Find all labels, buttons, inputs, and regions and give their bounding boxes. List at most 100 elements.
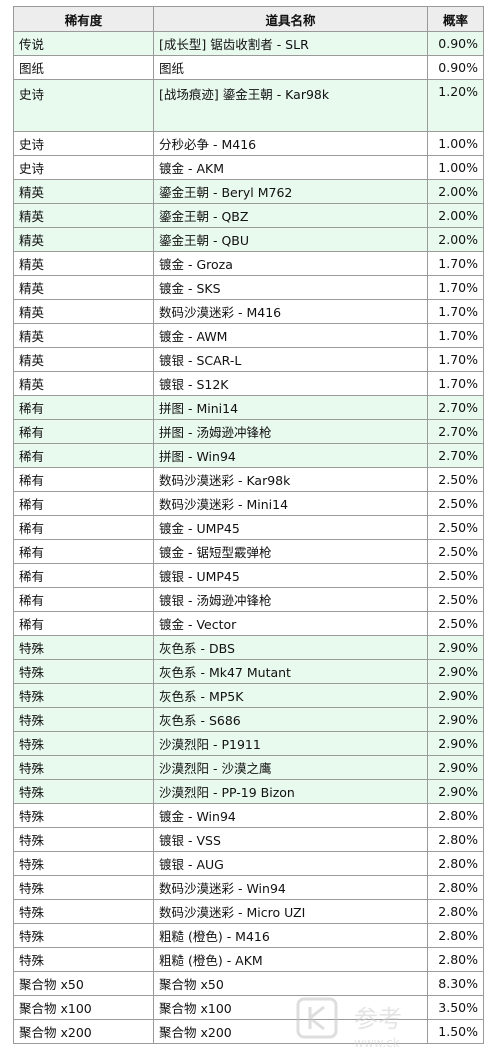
cell-rarity: 特殊 <box>13 923 154 948</box>
table-row: 稀有 镀银 - 汤姆逊冲锋枪 2.50% <box>13 587 484 612</box>
cell-rate: 1.00% <box>427 131 484 156</box>
cell-rate: 2.00% <box>427 179 484 204</box>
cell-rarity: 特殊 <box>13 827 154 852</box>
cell-rarity: 史诗 <box>13 79 154 132</box>
table-row: 稀有 镀金 - Vector 2.50% <box>13 611 484 636</box>
cell-rarity: 精英 <box>13 275 154 300</box>
cell-rate: 0.90% <box>427 55 484 80</box>
cell-rate: 2.50% <box>427 587 484 612</box>
cell-rate: 2.50% <box>427 515 484 540</box>
cell-item-name: 鎏金王朝 - QBU <box>153 227 428 252</box>
cell-item-name: 镀银 - UMP45 <box>153 563 428 588</box>
header-row: 稀有度 道具名称 概率 <box>13 6 484 32</box>
cell-rarity: 特殊 <box>13 707 154 732</box>
table-row: 特殊 灰色系 - S686 2.90% <box>13 707 484 732</box>
table-row: 稀有 拼图 - 汤姆逊冲锋枪 2.70% <box>13 419 484 444</box>
table-row: 特殊 沙漠烈阳 - PP-19 Bizon 2.90% <box>13 779 484 804</box>
cell-rate: 1.70% <box>427 323 484 348</box>
cell-rarity: 特殊 <box>13 683 154 708</box>
cell-item-name: 聚合物 x50 <box>153 971 428 996</box>
cell-item-name: 镀金 - Vector <box>153 611 428 636</box>
cell-rate: 2.50% <box>427 563 484 588</box>
cell-item-name: 镀金 - Groza <box>153 251 428 276</box>
table-row: 精英 镀金 - SKS 1.70% <box>13 275 484 300</box>
cell-rarity: 图纸 <box>13 55 154 80</box>
rates-table-container: 稀有度 道具名称 概率 传说 [成长型] 锯齿收割者 - SLR 0.90% 图纸 图纸… <box>13 6 484 1044</box>
cell-rarity: 特殊 <box>13 875 154 900</box>
cell-rate: 2.80% <box>427 803 484 828</box>
cell-item-name: 聚合物 x100 <box>153 995 428 1020</box>
table-row: 史诗 镀金 - AKM 1.00% <box>13 155 484 180</box>
table-row: 聚合物 x200 聚合物 x200 1.50% <box>13 1019 484 1044</box>
cell-rarity: 精英 <box>13 299 154 324</box>
table-row: 精英 鎏金王朝 - Beryl M762 2.00% <box>13 179 484 204</box>
table-row: 稀有 数码沙漠迷彩 - Mini14 2.50% <box>13 491 484 516</box>
cell-item-name: 镀金 - AKM <box>153 155 428 180</box>
cell-item-name: 镀银 - S12K <box>153 371 428 396</box>
cell-rarity: 聚合物 x200 <box>13 1019 154 1044</box>
cell-item-name: 聚合物 x200 <box>153 1019 428 1044</box>
cell-rate: 2.70% <box>427 419 484 444</box>
cell-rarity: 稀有 <box>13 467 154 492</box>
table-row: 史诗 [战场痕迹] 鎏金王朝 - Kar98k 1.20% <box>13 79 484 132</box>
cell-rarity: 精英 <box>13 203 154 228</box>
cell-item-name: 鎏金王朝 - Beryl M762 <box>153 179 428 204</box>
cell-rate: 1.70% <box>427 371 484 396</box>
cell-rarity: 稀有 <box>13 395 154 420</box>
cell-item-name: 镀金 - AWM <box>153 323 428 348</box>
cell-rate: 8.30% <box>427 971 484 996</box>
cell-item-name: 拼图 - 汤姆逊冲锋枪 <box>153 419 428 444</box>
cell-rarity: 特殊 <box>13 779 154 804</box>
cell-item-name: 数码沙漠迷彩 - Micro UZI <box>153 899 428 924</box>
cell-item-name: 灰色系 - Mk47 Mutant <box>153 659 428 684</box>
cell-rate: 1.70% <box>427 347 484 372</box>
cell-rarity: 精英 <box>13 323 154 348</box>
cell-rarity: 稀有 <box>13 491 154 516</box>
table-row: 精英 镀金 - AWM 1.70% <box>13 323 484 348</box>
cell-rate: 2.80% <box>427 851 484 876</box>
cell-rate: 1.50% <box>427 1019 484 1044</box>
cell-rate: 0.90% <box>427 31 484 56</box>
cell-item-name: 镀金 - Win94 <box>153 803 428 828</box>
cell-item-name: 沙漠烈阳 - P1911 <box>153 731 428 756</box>
cell-rate: 2.90% <box>427 731 484 756</box>
header-rate: 概率 <box>427 6 484 32</box>
table-row: 传说 [成长型] 锯齿收割者 - SLR 0.90% <box>13 31 484 56</box>
cell-rarity: 聚合物 x50 <box>13 971 154 996</box>
cell-rarity: 稀有 <box>13 539 154 564</box>
cell-item-name: 数码沙漠迷彩 - Win94 <box>153 875 428 900</box>
cell-rarity: 稀有 <box>13 419 154 444</box>
cell-rate: 2.80% <box>427 923 484 948</box>
cell-rate: 1.70% <box>427 275 484 300</box>
cell-rate: 1.70% <box>427 251 484 276</box>
cell-item-name: 沙漠烈阳 - 沙漠之鹰 <box>153 755 428 780</box>
table-row: 精英 镀银 - S12K 1.70% <box>13 371 484 396</box>
cell-item-name: [成长型] 锯齿收割者 - SLR <box>153 31 428 56</box>
cell-rate: 1.20% <box>427 79 484 132</box>
table-row: 稀有 镀金 - 锯短型霰弹枪 2.50% <box>13 539 484 564</box>
table-row: 特殊 灰色系 - MP5K 2.90% <box>13 683 484 708</box>
cell-rarity: 精英 <box>13 371 154 396</box>
cell-item-name: 数码沙漠迷彩 - Mini14 <box>153 491 428 516</box>
table-row: 特殊 粗糙 (橙色) - AKM 2.80% <box>13 947 484 972</box>
cell-item-name: 镀金 - UMP45 <box>153 515 428 540</box>
cell-rarity: 特殊 <box>13 731 154 756</box>
cell-rarity: 稀有 <box>13 611 154 636</box>
table-row: 精英 数码沙漠迷彩 - M416 1.70% <box>13 299 484 324</box>
cell-rarity: 特殊 <box>13 659 154 684</box>
cell-rate: 2.50% <box>427 539 484 564</box>
table-row: 精英 镀金 - Groza 1.70% <box>13 251 484 276</box>
table-row: 稀有 镀银 - UMP45 2.50% <box>13 563 484 588</box>
cell-item-name: 灰色系 - S686 <box>153 707 428 732</box>
cell-rate: 2.50% <box>427 491 484 516</box>
cell-rarity: 特殊 <box>13 635 154 660</box>
cell-rarity: 特殊 <box>13 803 154 828</box>
cell-rarity: 特殊 <box>13 755 154 780</box>
table-row: 稀有 拼图 - Win94 2.70% <box>13 443 484 468</box>
cell-item-name: 数码沙漠迷彩 - Kar98k <box>153 467 428 492</box>
table-row: 特殊 数码沙漠迷彩 - Win94 2.80% <box>13 875 484 900</box>
table-row: 稀有 数码沙漠迷彩 - Kar98k 2.50% <box>13 467 484 492</box>
table-row: 精英 鎏金王朝 - QBZ 2.00% <box>13 203 484 228</box>
table-row: 特殊 数码沙漠迷彩 - Micro UZI 2.80% <box>13 899 484 924</box>
cell-rate: 2.70% <box>427 443 484 468</box>
